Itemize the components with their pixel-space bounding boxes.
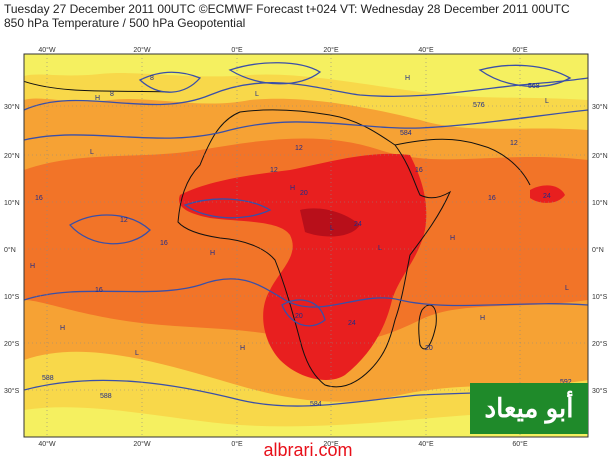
contour-label: 584 (400, 130, 412, 137)
contour-label: 16 (35, 195, 43, 202)
lat-label-right: 30°S (592, 387, 608, 395)
temperature-field (24, 54, 588, 437)
low-marker: L (330, 225, 334, 232)
contour-label: 20 (425, 345, 433, 352)
europe-coast (24, 80, 171, 93)
contour-label: 20 (295, 313, 303, 320)
contour-line (24, 77, 588, 111)
temp-core-extreme (300, 208, 360, 237)
lat-label-right: 10°N (592, 199, 608, 207)
contour-label: 24 (354, 221, 362, 228)
contour-label: 12 (295, 145, 303, 152)
contour-label: 568 (528, 83, 540, 90)
contour-label: 576 (473, 102, 485, 109)
lon-label-top: 60°E (512, 46, 528, 54)
contour-label: 12 (120, 217, 128, 224)
contour-labels: 8 12 16 20 24 16 12 20 24 16 12 8 16 20 … (35, 75, 572, 408)
contour-label: 20 (300, 190, 308, 197)
contour-label: 584 (310, 401, 322, 408)
contour-label: 16 (160, 240, 168, 247)
lon-label-bottom: 20°E (323, 440, 339, 448)
lat-label-left: 0°N (4, 246, 16, 254)
madagascar-coast (418, 304, 437, 350)
high-marker: H (240, 345, 245, 352)
lat-label-left: 10°S (4, 293, 20, 301)
lon-label-top: 20°E (323, 46, 339, 54)
contour-line (138, 71, 202, 93)
contour-line (183, 198, 272, 219)
lon-label-bottom: 40°E (418, 440, 434, 448)
high-marker: H (290, 185, 295, 192)
temp-band-cooler-south (24, 407, 588, 437)
low-marker: L (135, 350, 139, 357)
temp-core-very-hot (179, 153, 427, 380)
contour-label: 588 (100, 393, 112, 400)
lat-label-right: 10°S (592, 293, 608, 301)
pressure-markers: H L H L H L H L H L H H L H L H (30, 75, 569, 357)
lon-label-bottom: 0°E (231, 440, 243, 448)
lat-label-left: 20°S (4, 340, 20, 348)
contour-label: 12 (270, 167, 278, 174)
lon-label-bottom: 20°W (133, 440, 151, 448)
contour-line (478, 64, 572, 88)
contour-line (228, 62, 322, 85)
map-frame (23, 53, 589, 438)
temp-spot-east (530, 185, 565, 203)
high-marker: H (450, 235, 455, 242)
low-marker: L (565, 285, 569, 292)
map-subtitle: 850 hPa Temperature / 500 hPa Geopotenti… (4, 16, 246, 30)
high-marker: H (480, 315, 485, 322)
contour-label: 12 (510, 140, 518, 147)
lon-label-bottom: 40°W (38, 440, 56, 448)
contour-line (24, 109, 588, 141)
low-marker: L (378, 245, 382, 252)
lat-label-left: 10°N (4, 199, 20, 207)
contour-line (281, 299, 326, 327)
site-watermark[interactable]: albrari.com (263, 440, 353, 460)
lat-label-right: 20°S (592, 340, 608, 348)
arabia-coast (394, 138, 531, 186)
coastlines (24, 80, 531, 388)
map-title: Tuesday 27 December 2011 00UTC ©ECMWF Fo… (4, 2, 570, 16)
low-marker: L (545, 98, 549, 105)
contour-label: 24 (348, 320, 356, 327)
low-marker: L (90, 149, 94, 156)
lon-label-top: 0°E (231, 46, 243, 54)
lat-label-right: 20°N (592, 152, 608, 160)
lon-label-top: 20°W (133, 46, 151, 54)
temp-band-cool-south (24, 351, 588, 437)
high-marker: H (405, 75, 410, 82)
africa-coast (177, 109, 452, 388)
lat-label-right: 30°N (592, 103, 608, 111)
watermark-logo: أبو ميعاد (470, 383, 588, 434)
contour-label: 588 (42, 375, 54, 382)
high-marker: H (210, 250, 215, 257)
geopotential-contours (24, 62, 588, 407)
low-marker: L (255, 91, 259, 98)
contour-label: 16 (415, 167, 423, 174)
lon-label-top: 40°W (38, 46, 56, 54)
contour-label: 16 (488, 195, 496, 202)
high-marker: H (95, 95, 100, 102)
contour-label: 24 (543, 193, 551, 200)
lat-label-left: 30°S (4, 387, 20, 395)
lat-label-right: 0°N (592, 246, 604, 254)
contour-line (68, 214, 151, 245)
lat-label-left: 30°N (4, 103, 20, 111)
contour-label: 16 (95, 287, 103, 294)
lat-label-left: 20°N (4, 152, 20, 160)
contour-label: 592 (560, 379, 572, 386)
contour-label: 8 (110, 91, 114, 98)
contour-line (24, 278, 588, 308)
axis-labels: 40°W 20°W 0°E 20°E 40°E 60°E 40°W 20°W 0… (4, 46, 608, 448)
contour-label: 8 (150, 75, 154, 82)
temp-band-cooler-north (24, 54, 588, 100)
high-marker: H (30, 263, 35, 270)
high-marker: H (60, 325, 65, 332)
lon-label-top: 40°E (418, 46, 434, 54)
lon-label-bottom: 60°E (512, 440, 528, 448)
